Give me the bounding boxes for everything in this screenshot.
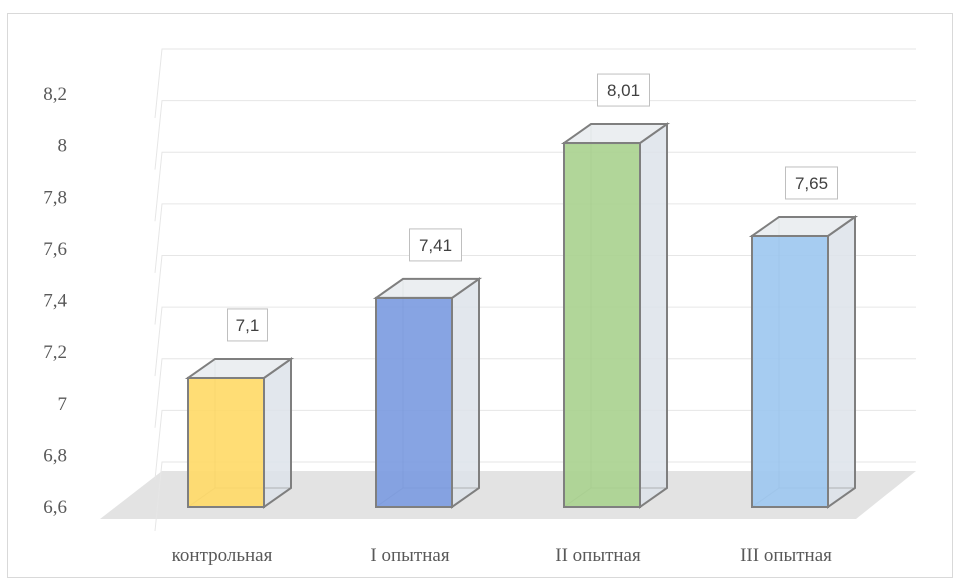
y-tick-label: 8,2	[43, 84, 67, 105]
bars-layer	[184, 122, 859, 509]
gridline	[154, 100, 916, 170]
chart-floor-layer	[100, 471, 916, 519]
data-labels-layer: 7,1 7,41 8,01 7,65	[227, 73, 838, 342]
x-category-label: контрольная	[172, 545, 273, 566]
y-tick-label: 7	[58, 394, 68, 415]
y-tick-label: 6,8	[43, 445, 67, 466]
y-tick-label: 7,2	[43, 342, 67, 363]
bar-front	[751, 234, 829, 508]
y-axis-ticks: 6,6 6,8 7 7,2 7,4 7,6 7,8 8 8,2	[43, 84, 67, 518]
bar-front	[563, 142, 641, 508]
x-axis-categories: контрольная I опытная II опытная III опытна…	[172, 545, 833, 566]
data-label: 7,41	[419, 236, 452, 255]
data-label-box	[785, 166, 838, 200]
data-label-box	[597, 73, 650, 107]
bar-front	[187, 376, 265, 508]
bar-side	[451, 276, 480, 509]
x-category-label: II опытная	[555, 545, 641, 566]
y-tick-label: 7,4	[43, 291, 67, 312]
bar-top	[560, 123, 671, 145]
bar-side	[827, 215, 856, 509]
y-tick-label: 6,6	[43, 497, 67, 518]
bar-top	[184, 357, 295, 379]
data-label: 7,1	[236, 316, 260, 335]
y-tick-label: 8	[58, 136, 68, 157]
x-category-label: I опытная	[370, 545, 449, 566]
data-label: 7,65	[795, 174, 828, 193]
y-tick-label: 7,8	[43, 187, 67, 208]
bar-top	[748, 215, 859, 237]
x-category-label: III опытная	[740, 545, 832, 566]
gridline	[154, 48, 916, 119]
bar-front	[375, 296, 453, 509]
y-tick-label: 7,6	[43, 239, 67, 260]
data-label-box	[409, 228, 462, 262]
chart-floor	[100, 471, 916, 519]
bar-side	[263, 357, 292, 509]
bar-side	[639, 122, 668, 509]
bar-top	[372, 277, 483, 299]
data-label-box	[227, 308, 268, 342]
data-label: 8,01	[607, 81, 640, 100]
